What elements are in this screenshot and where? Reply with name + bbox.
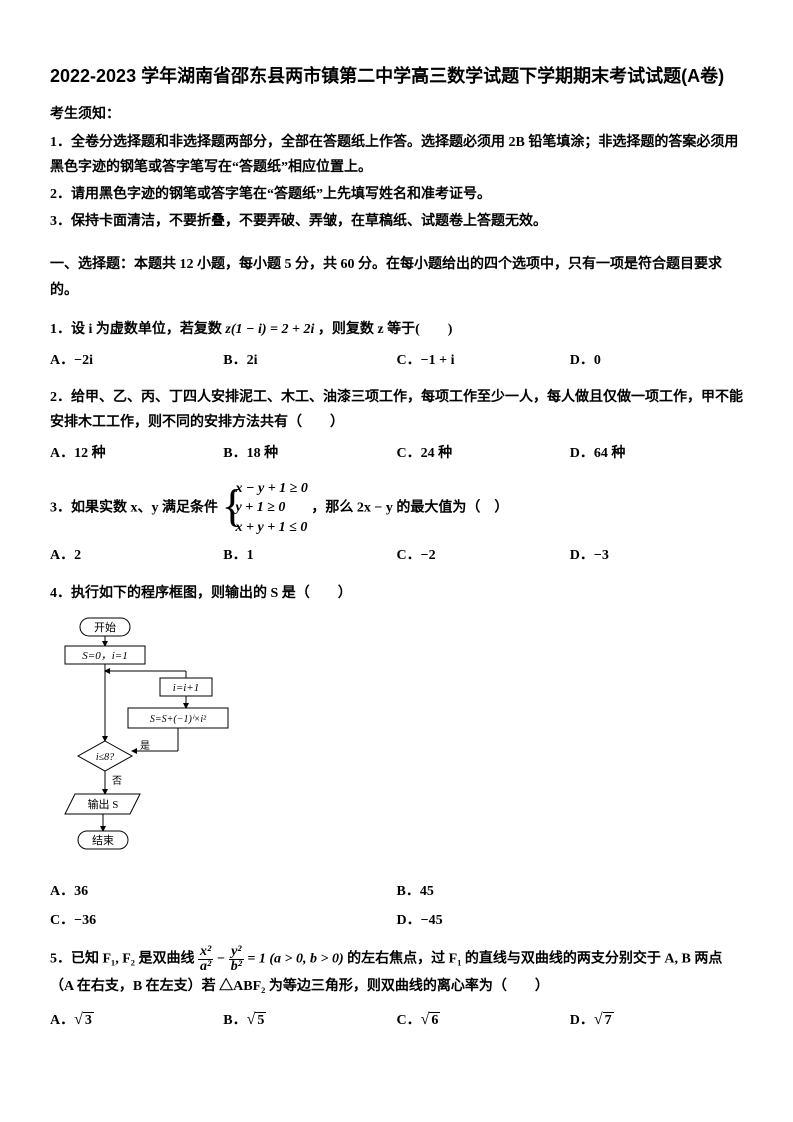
question-1: 1．设 i 为虚数单位，若复数 z(1 − i) = 2 + 2i ，则复数 z…	[50, 317, 743, 342]
flow-start: 开始	[94, 620, 116, 634]
section-1-heading: 一、选择题：本题共 12 小题，每小题 5 分，共 60 分。在每小题给出的四个…	[50, 252, 743, 302]
q4-opt-d: D．−45	[397, 908, 744, 933]
q1-expr: z(1 − i) = 2 + 2i	[225, 322, 314, 337]
q3-text-a: 3．如果实数 x、y 满足条件	[50, 500, 222, 515]
q3-opt-c: C．−2	[397, 543, 570, 568]
notice-3: 3．保持卡面清洁，不要折叠，不要弄破、弄皱，在草稿纸、试题卷上答题无效。	[50, 209, 743, 234]
q5-opt-a-label: A．	[50, 1013, 74, 1028]
q5-rad-d: 7	[603, 1012, 614, 1028]
q3-opt-b: B．1	[223, 543, 396, 568]
q5-frac-b-num: y²	[229, 945, 244, 960]
q5-rad-c: 6	[429, 1012, 440, 1028]
q2-opt-a: A．12 种	[50, 441, 223, 466]
q4-opt-a: A．36	[50, 879, 397, 904]
q5-frac-b: y² b²	[229, 945, 244, 974]
q4-options: A．36 B．45 C．−36 D．−45	[50, 875, 743, 933]
q5-rad-b: 5	[255, 1012, 266, 1028]
q5-opt-c-label: C．	[397, 1013, 421, 1028]
flowchart: 开始 S=0，i=1 i=i+1 S=S+(−1)ⁱ×i² i≤8? 是 否 输…	[50, 616, 230, 875]
flow-no: 否	[112, 775, 122, 787]
q3-sys-2: y + 1 ≥ 0	[236, 498, 308, 518]
q3-system: x − y + 1 ≥ 0 y + 1 ≥ 0 x + y + 1 ≤ 0	[222, 479, 308, 538]
q1-text-a: 1．设 i 为虚数单位，若复数	[50, 322, 225, 337]
q5-minus: −	[217, 952, 229, 967]
flowchart-svg: 开始 S=0，i=1 i=i+1 S=S+(−1)ⁱ×i² i≤8? 是 否 输…	[50, 616, 230, 866]
q5-frac-b-den: b²	[229, 960, 244, 974]
q1-opt-a: A．−2i	[50, 348, 223, 373]
flow-inc: i=i+1	[173, 682, 199, 694]
notice-heading: 考生须知：	[50, 102, 743, 127]
q5-rad-a: 3	[83, 1012, 94, 1028]
q5-frac-a-num: x²	[198, 945, 213, 960]
q2-options: A．12 种 B．18 种 C．24 种 D．64 种	[50, 441, 743, 466]
flow-out: 输出 S	[88, 797, 119, 811]
q4-opt-c: C．−36	[50, 908, 397, 933]
q5-options: A． 3 B． 5 C． 6 D． 7	[50, 1006, 743, 1035]
q1-opt-d: D．0	[570, 348, 743, 373]
q5-opt-a: A． 3	[50, 1006, 223, 1035]
q1-opt-c: C．−1 + i	[397, 348, 570, 373]
q2-opt-b: B．18 种	[223, 441, 396, 466]
q3-options: A．2 B．1 C．−2 D．−3	[50, 543, 743, 568]
q1-options: A．−2i B．2i C．−1 + i D．0	[50, 348, 743, 373]
q5-frac-a: x² a²	[198, 945, 213, 974]
flow-yes: 是	[140, 740, 150, 752]
q5-opt-d: D． 7	[570, 1006, 743, 1035]
page-title: 2022-2023 学年湖南省邵东县两市镇第二中学高三数学试题下学期期末考试试题…	[50, 60, 743, 92]
question-5: 5．已知 F₁, F₂ 是双曲线 x² a² − y² b² = 1 (a > …	[50, 945, 743, 999]
q1-opt-b: B．2i	[223, 348, 396, 373]
q3-opt-d: D．−3	[570, 543, 743, 568]
instructions-block: 考生须知： 1．全卷分选择题和非选择题两部分，全部在答题纸上作答。选择题必须用 …	[50, 102, 743, 234]
q5-opt-d-label: D．	[570, 1013, 594, 1028]
flow-end: 结束	[92, 834, 114, 847]
q5-opt-b: B． 5	[223, 1006, 396, 1035]
q3-sys-1: x − y + 1 ≥ 0	[236, 479, 308, 499]
question-4: 4．执行如下的程序框图，则输出的 S 是（ ）	[50, 581, 743, 606]
q3-sys-3: x + y + 1 ≤ 0	[236, 518, 308, 538]
question-3: 3．如果实数 x、y 满足条件 x − y + 1 ≥ 0 y + 1 ≥ 0 …	[50, 479, 743, 538]
q5-text-a: 5．已知 F₁, F₂ 是双曲线	[50, 952, 198, 967]
q5-opt-b-label: B．	[223, 1013, 246, 1028]
q2-opt-c: C．24 种	[397, 441, 570, 466]
flow-update: S=S+(−1)ⁱ×i²	[150, 714, 207, 725]
notice-1: 1．全卷分选择题和非选择题两部分，全部在答题纸上作答。选择题必须用 2B 铅笔填…	[50, 130, 743, 180]
q4-opt-b: B．45	[397, 879, 744, 904]
q5-opt-c: C． 6	[397, 1006, 570, 1035]
q1-text-b: ，则复数 z 等于( )	[318, 322, 453, 337]
q3-text-b: ，那么 2x − y 的最大值为（ ）	[311, 500, 508, 515]
q5-frac-a-den: a²	[198, 960, 213, 974]
question-2: 2．给甲、乙、丙、丁四人安排泥工、木工、油漆三项工作，每项工作至少一人，每人做且…	[50, 385, 743, 435]
q5-eq: = 1 (a > 0, b > 0)	[247, 952, 343, 967]
q2-opt-d: D．64 种	[570, 441, 743, 466]
q3-opt-a: A．2	[50, 543, 223, 568]
flow-cond: i≤8?	[96, 752, 114, 763]
notice-2: 2．请用黑色字迹的钢笔或答字笔在“答题纸”上先填写姓名和准考证号。	[50, 182, 743, 207]
flow-init: S=0，i=1	[82, 650, 127, 662]
